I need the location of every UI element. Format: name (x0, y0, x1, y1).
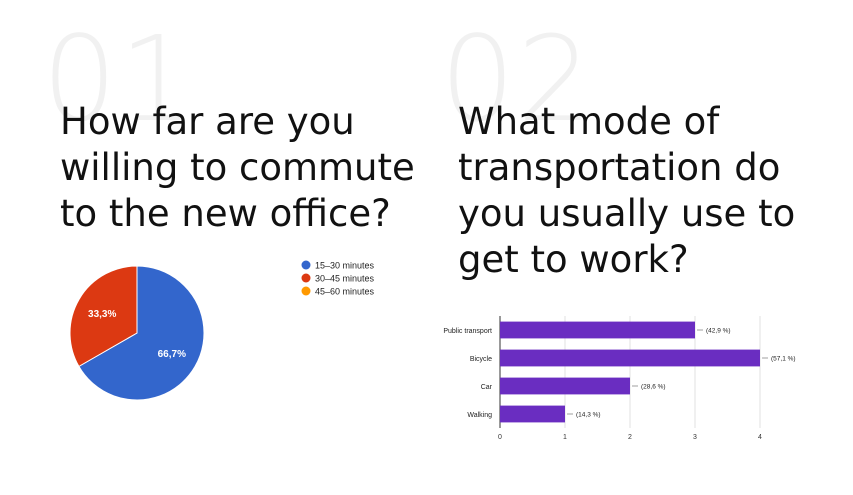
category-label-2: Car (481, 384, 493, 391)
pie-slice-label-0: 66,7% (158, 349, 186, 360)
pie-slice-1 (69, 265, 138, 368)
transport-bar-chart: 0 1 2 3 4 Public transport (42,9 %) Bicycle (57,… (443, 316, 796, 441)
value-label-2: (28,6 %) (641, 384, 666, 391)
category-label-1: Bicycle (470, 356, 492, 363)
pie-slice-0 (78, 265, 205, 401)
value-label-1: (57,1 %) (771, 356, 796, 363)
legend-marker-1 (301, 273, 311, 283)
category-label-0: Public transport (443, 328, 492, 335)
x-tick-label-1: 1 (563, 434, 567, 441)
legend-label-0: 15–30 minutes (315, 261, 375, 271)
category-label-3: Walking (467, 412, 492, 419)
value-label-3: (14,3 %) (576, 412, 601, 419)
section-number-1: 01 (42, 10, 197, 148)
bar-0 (500, 321, 695, 339)
commute-pie-chart: 66,7% 33,3% 15–30 minutes 30–45 minutes 45–6… (69, 260, 375, 401)
pie-slice-label-1: 33,3% (88, 309, 116, 320)
bar-1 (500, 349, 760, 367)
question-2-heading: What mode of transportation do you usual… (458, 100, 796, 281)
x-tick-label-2: 2 (628, 434, 632, 441)
legend-label-2: 45–60 minutes (315, 287, 375, 297)
legend-label-1: 30–45 minutes (315, 274, 375, 284)
question-1-heading: How far are you willing to commute to th… (60, 100, 415, 235)
bar-3 (500, 405, 565, 423)
value-label-0: (42,9 %) (706, 328, 731, 335)
x-tick-label-3: 3 (693, 434, 697, 441)
x-tick-label-4: 4 (758, 434, 762, 441)
x-tick-label-0: 0 (498, 434, 502, 441)
section-number-2: 02 (440, 10, 595, 148)
legend-marker-2 (301, 286, 311, 296)
bar-2 (500, 377, 630, 395)
legend-marker-0 (301, 260, 311, 270)
